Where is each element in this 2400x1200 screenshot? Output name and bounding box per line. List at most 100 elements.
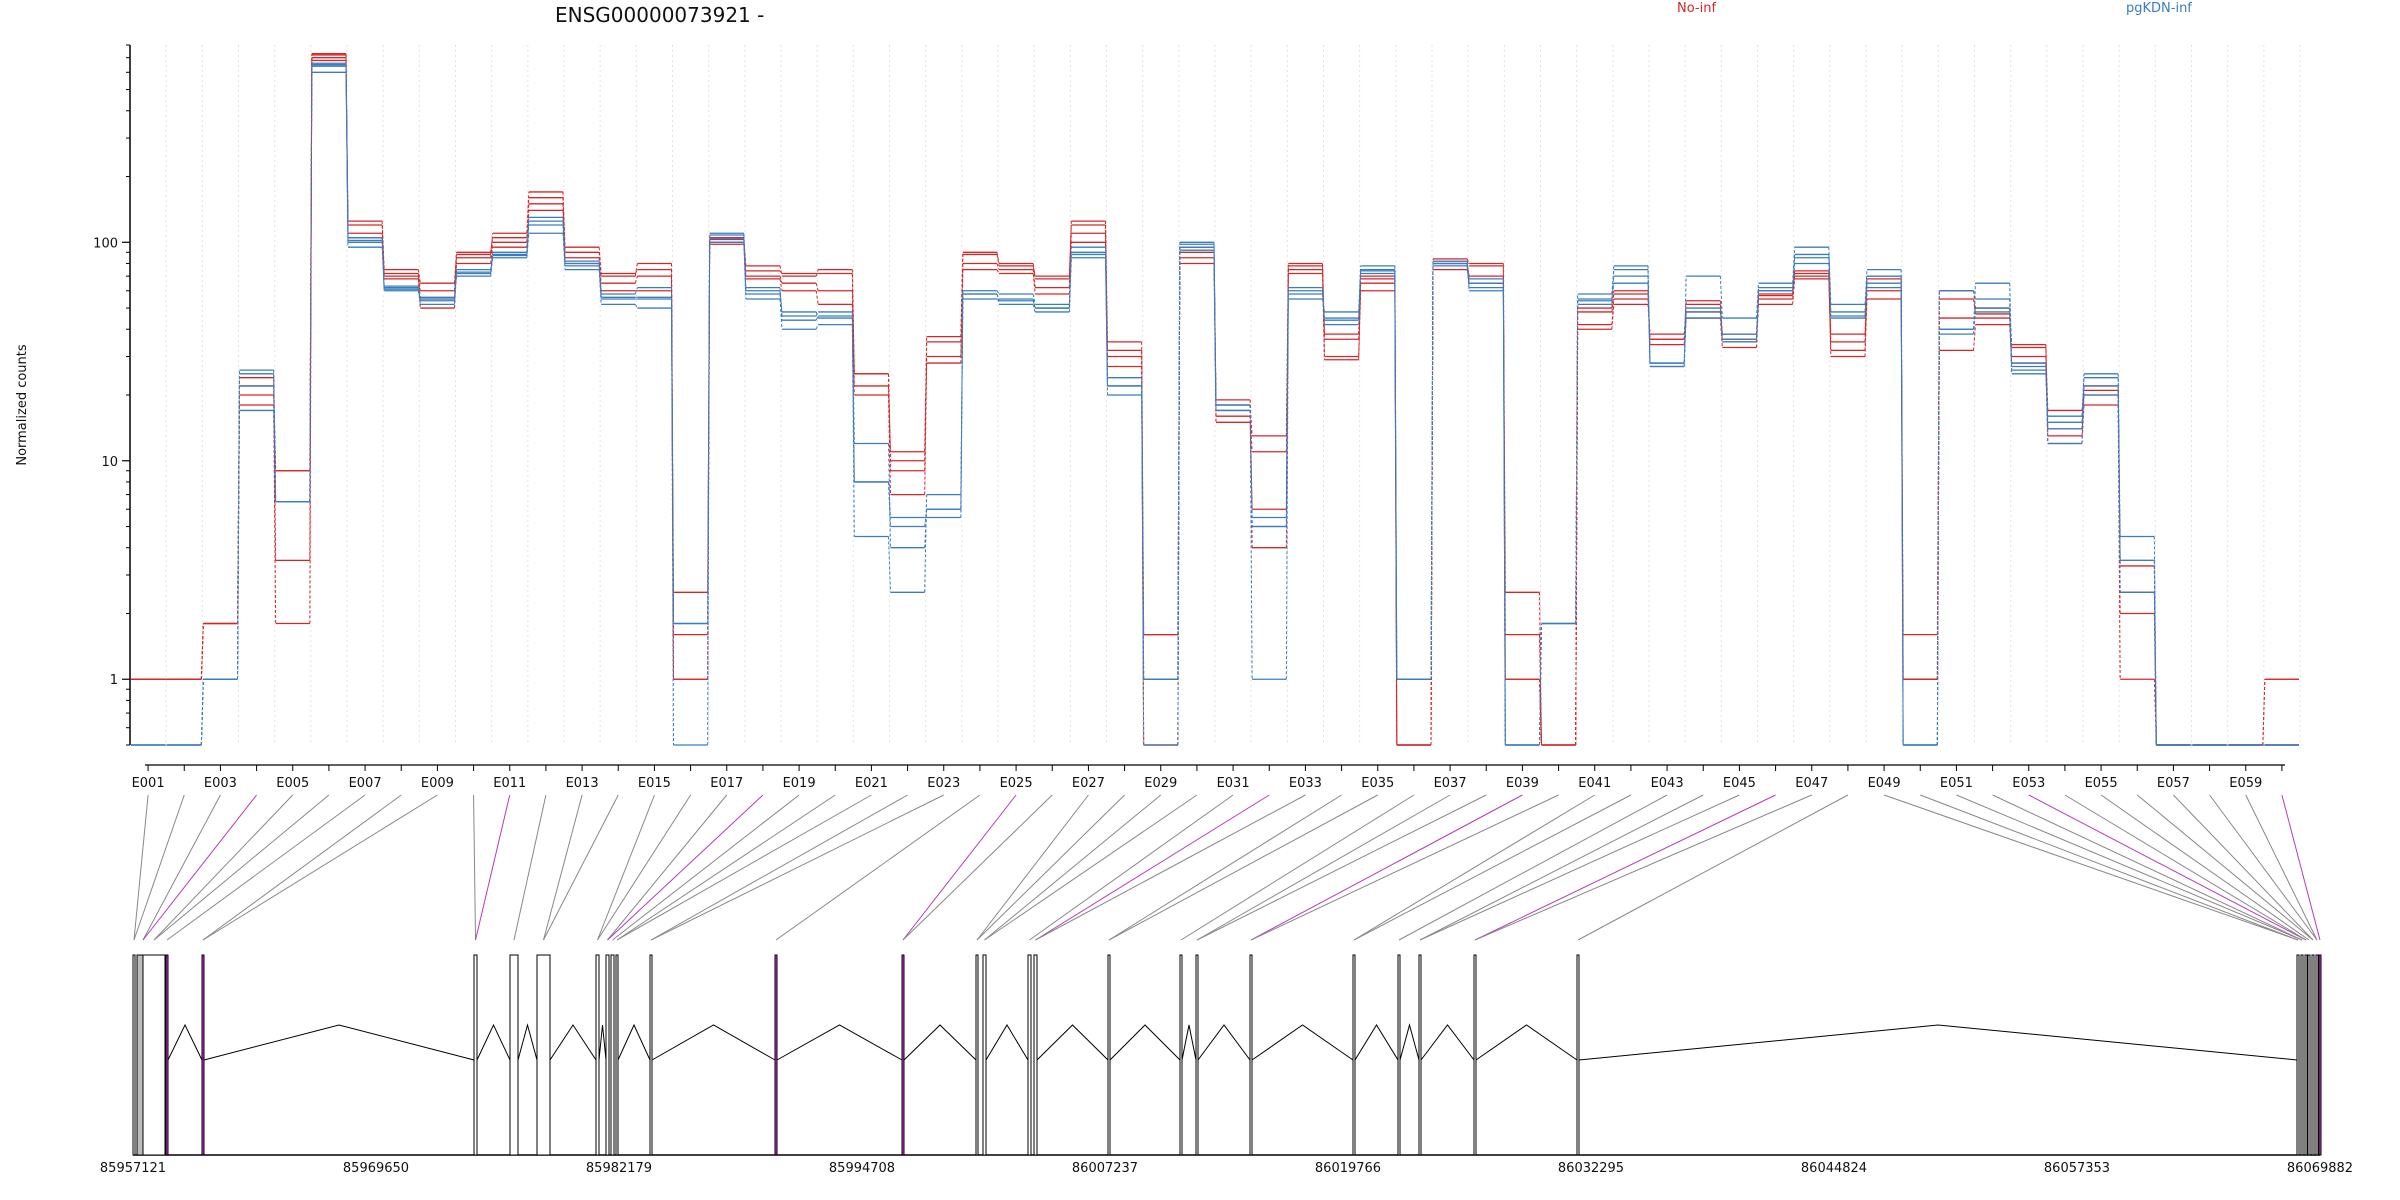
series-transition	[526, 191, 530, 234]
x-tick-label: E019	[783, 776, 816, 791]
exon-connector	[1108, 794, 1378, 941]
chart-title: ENSG00000073921 -	[555, 3, 764, 27]
intron-line	[776, 1024, 903, 1061]
exon-connector	[976, 794, 1089, 941]
exon-connector	[2245, 794, 2318, 941]
series-transition	[779, 276, 783, 284]
series-transition	[924, 509, 928, 527]
exon-connector	[1196, 794, 1451, 941]
exon-connectors	[133, 794, 2321, 941]
exon-connector	[1883, 794, 2299, 941]
coordinate-label: 86069882	[2287, 1161, 2353, 1176]
exon-box	[1397, 954, 1401, 1156]
x-tick-label: E003	[204, 776, 237, 791]
coordinate-label: 85982179	[586, 1161, 652, 1176]
series-transition	[707, 238, 711, 624]
x-tick-label: E039	[1506, 776, 1539, 791]
exon-box	[2296, 954, 2300, 1156]
series-transition	[779, 293, 783, 321]
series-transition	[851, 273, 855, 374]
series-transition	[1032, 273, 1036, 295]
exon-connector	[1398, 794, 1668, 941]
series-transition	[417, 289, 421, 301]
series-transition	[888, 373, 891, 461]
series-transition	[1792, 254, 1796, 288]
exon-connector	[1180, 794, 1415, 941]
intron-line	[1251, 1024, 1354, 1061]
series-transition	[1105, 247, 1108, 378]
series-transition	[815, 311, 819, 317]
plot-area	[131, 53, 2299, 746]
series-transition	[490, 255, 494, 273]
exon-connector	[1577, 794, 1849, 941]
x-tick-label: E055	[2085, 776, 2118, 791]
x-tick-label: E017	[710, 776, 743, 791]
series-transition	[1864, 269, 1868, 305]
exon-connector	[1920, 794, 2299, 941]
series-transition	[634, 269, 638, 274]
x-tick-label: E041	[1578, 776, 1611, 791]
series-transition	[815, 324, 819, 330]
exon-connector	[616, 794, 836, 941]
intron-line	[1181, 1024, 1197, 1061]
x-tick-label: E021	[855, 776, 888, 791]
series-transition	[1575, 308, 1579, 746]
series-transition	[1973, 324, 1976, 351]
series-transition	[1141, 366, 1145, 746]
series-transition	[562, 221, 566, 266]
series-transition	[1285, 293, 1289, 518]
series-6	[131, 71, 2299, 746]
series-transition	[1611, 290, 1615, 309]
x-tick-label: E007	[349, 776, 382, 791]
series-transition	[707, 242, 711, 746]
series-transition	[1249, 410, 1253, 518]
series-transition	[1828, 278, 1832, 351]
x-tick-label: E053	[2012, 776, 2045, 791]
series-transition	[1322, 273, 1325, 360]
exon-box	[2311, 954, 2315, 1156]
series-transition	[598, 247, 602, 274]
x-tick-label: E035	[1361, 776, 1394, 791]
exon-connector	[166, 794, 366, 941]
series-transition	[1973, 283, 1976, 330]
exon-box	[982, 954, 987, 1156]
exon-connector	[153, 794, 330, 941]
series-transition	[1611, 276, 1615, 301]
x-tick-label: E025	[1000, 776, 1033, 791]
series-transition	[1105, 254, 1108, 386]
series-transition	[1792, 273, 1796, 296]
coordinate-label: 85957121	[100, 1161, 166, 1176]
series-transition	[1792, 278, 1796, 305]
x-tick-label: E029	[1144, 776, 1177, 791]
intron-line	[1475, 1024, 1578, 1061]
series-transition	[345, 63, 349, 241]
series-transition	[2045, 366, 2049, 423]
series-transition	[960, 252, 964, 337]
x-axis: E001 E003 E005 E007 E009 E011 E013 E015 E017 E019…	[132, 764, 2285, 791]
series-transition	[1394, 270, 1398, 680]
x-tick-label: E059	[2229, 776, 2262, 791]
series-transition	[888, 481, 891, 518]
legend-no-inf: No-inf	[1677, 1, 1716, 16]
intron-line	[903, 1024, 977, 1061]
exon-connector	[1035, 794, 1270, 941]
exon-box	[1179, 954, 1183, 1156]
series-transition	[2153, 560, 2157, 746]
exon-connector	[153, 794, 294, 941]
series-transition	[815, 311, 819, 319]
series-transition	[815, 290, 819, 305]
x-tick-label: E047	[1795, 776, 1828, 791]
coordinate-label: 85969650	[343, 1161, 409, 1176]
exon-connector	[1474, 794, 1812, 941]
exon-connector	[1474, 794, 1776, 941]
exon-connector	[902, 794, 1017, 941]
series-transition	[598, 261, 602, 295]
series-transition	[1719, 276, 1723, 319]
series-transition	[562, 224, 566, 262]
series-transition	[1719, 311, 1723, 342]
series-transition	[1466, 265, 1470, 291]
exon-connector	[597, 794, 655, 941]
exon-connector	[142, 794, 257, 941]
exon-connector	[1353, 794, 1596, 941]
